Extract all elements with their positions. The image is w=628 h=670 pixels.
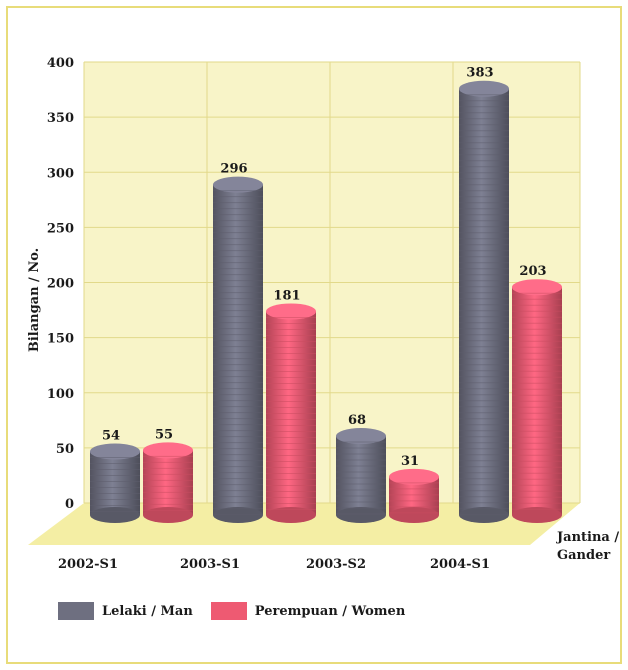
y-tick-label: 300 (47, 166, 74, 181)
legend-label-man: Lelaki / Man (102, 603, 193, 619)
x-axis-categories: 2002-S1 2003-S1 2003-S2 2004-S1 (58, 557, 490, 572)
bar-2004-S1-women (512, 279, 562, 523)
y-tick-label: 350 (47, 111, 74, 126)
bar-bottom (266, 507, 316, 523)
legend-swatch-women (210, 602, 247, 620)
bar-body (459, 88, 509, 516)
data-label: 31 (401, 454, 419, 469)
y-tick-label: 400 (47, 56, 74, 71)
y-tick-label: 0 (65, 497, 74, 512)
data-label: 55 (155, 427, 173, 442)
bar-chart: 0 50 100 150 200 250 300 350 400 54 55 296 181 68 31 3… (27, 56, 619, 572)
x-category-label: 2002-S1 (58, 557, 118, 572)
data-label: 383 (466, 66, 493, 81)
bar-bottom (143, 507, 193, 523)
data-labels: 54 55 296 181 68 31 383 203 (102, 66, 547, 469)
data-label: 181 (273, 288, 300, 303)
legend-item-man: Lelaki / Man (58, 602, 193, 620)
bar-top (336, 428, 386, 445)
bar-bottom (90, 507, 140, 523)
bar-2002-S1-man (90, 443, 140, 523)
bar-2002-S1-women (143, 442, 193, 523)
bar-top (389, 468, 439, 485)
y-tick-label: 200 (47, 277, 74, 292)
x-axis-title-line1: Jantina / (556, 530, 619, 545)
y-axis-title: Bilangan / No. (27, 248, 42, 352)
legend: Lelaki / Man Perempuan / Women (58, 602, 423, 620)
bar-top (266, 303, 316, 320)
bar-top (512, 279, 562, 296)
data-label: 68 (348, 413, 366, 428)
y-tick-label: 150 (47, 332, 74, 347)
bar-2003-S2-man (336, 428, 386, 523)
bar-2004-S1-man (459, 80, 509, 523)
legend-label-women: Perempuan / Women (254, 603, 406, 619)
bar-top (459, 80, 509, 97)
legend-item-women: Perempuan / Women (210, 602, 406, 620)
y-tick-label: 250 (47, 221, 74, 236)
y-tick-label: 100 (47, 387, 74, 402)
bar-body (90, 451, 140, 515)
data-label: 296 (220, 162, 247, 177)
bar-top (143, 442, 193, 459)
y-tick-label: 50 (56, 442, 74, 457)
bar-bottom (512, 507, 562, 523)
bar-body (213, 184, 263, 515)
bar-bottom (336, 507, 386, 523)
x-category-label: 2003-S1 (180, 557, 240, 572)
bar-body (143, 450, 193, 515)
y-axis-ticks: 0 50 100 150 200 250 300 350 400 (47, 56, 74, 512)
bar-top (213, 176, 263, 193)
x-category-label: 2003-S2 (306, 557, 366, 572)
bar-bottom (389, 507, 439, 523)
data-label: 203 (519, 264, 546, 279)
bars (90, 80, 562, 523)
bar-top (90, 443, 140, 460)
data-label: 54 (102, 428, 120, 443)
x-axis-title-line2: Gander (557, 548, 610, 563)
legend-swatch-man (58, 602, 94, 620)
bar-2003-S1-man (213, 176, 263, 523)
bar-2003-S2-women (389, 468, 439, 523)
bar-2003-S1-women (266, 303, 316, 523)
x-category-label: 2004-S1 (430, 557, 490, 572)
